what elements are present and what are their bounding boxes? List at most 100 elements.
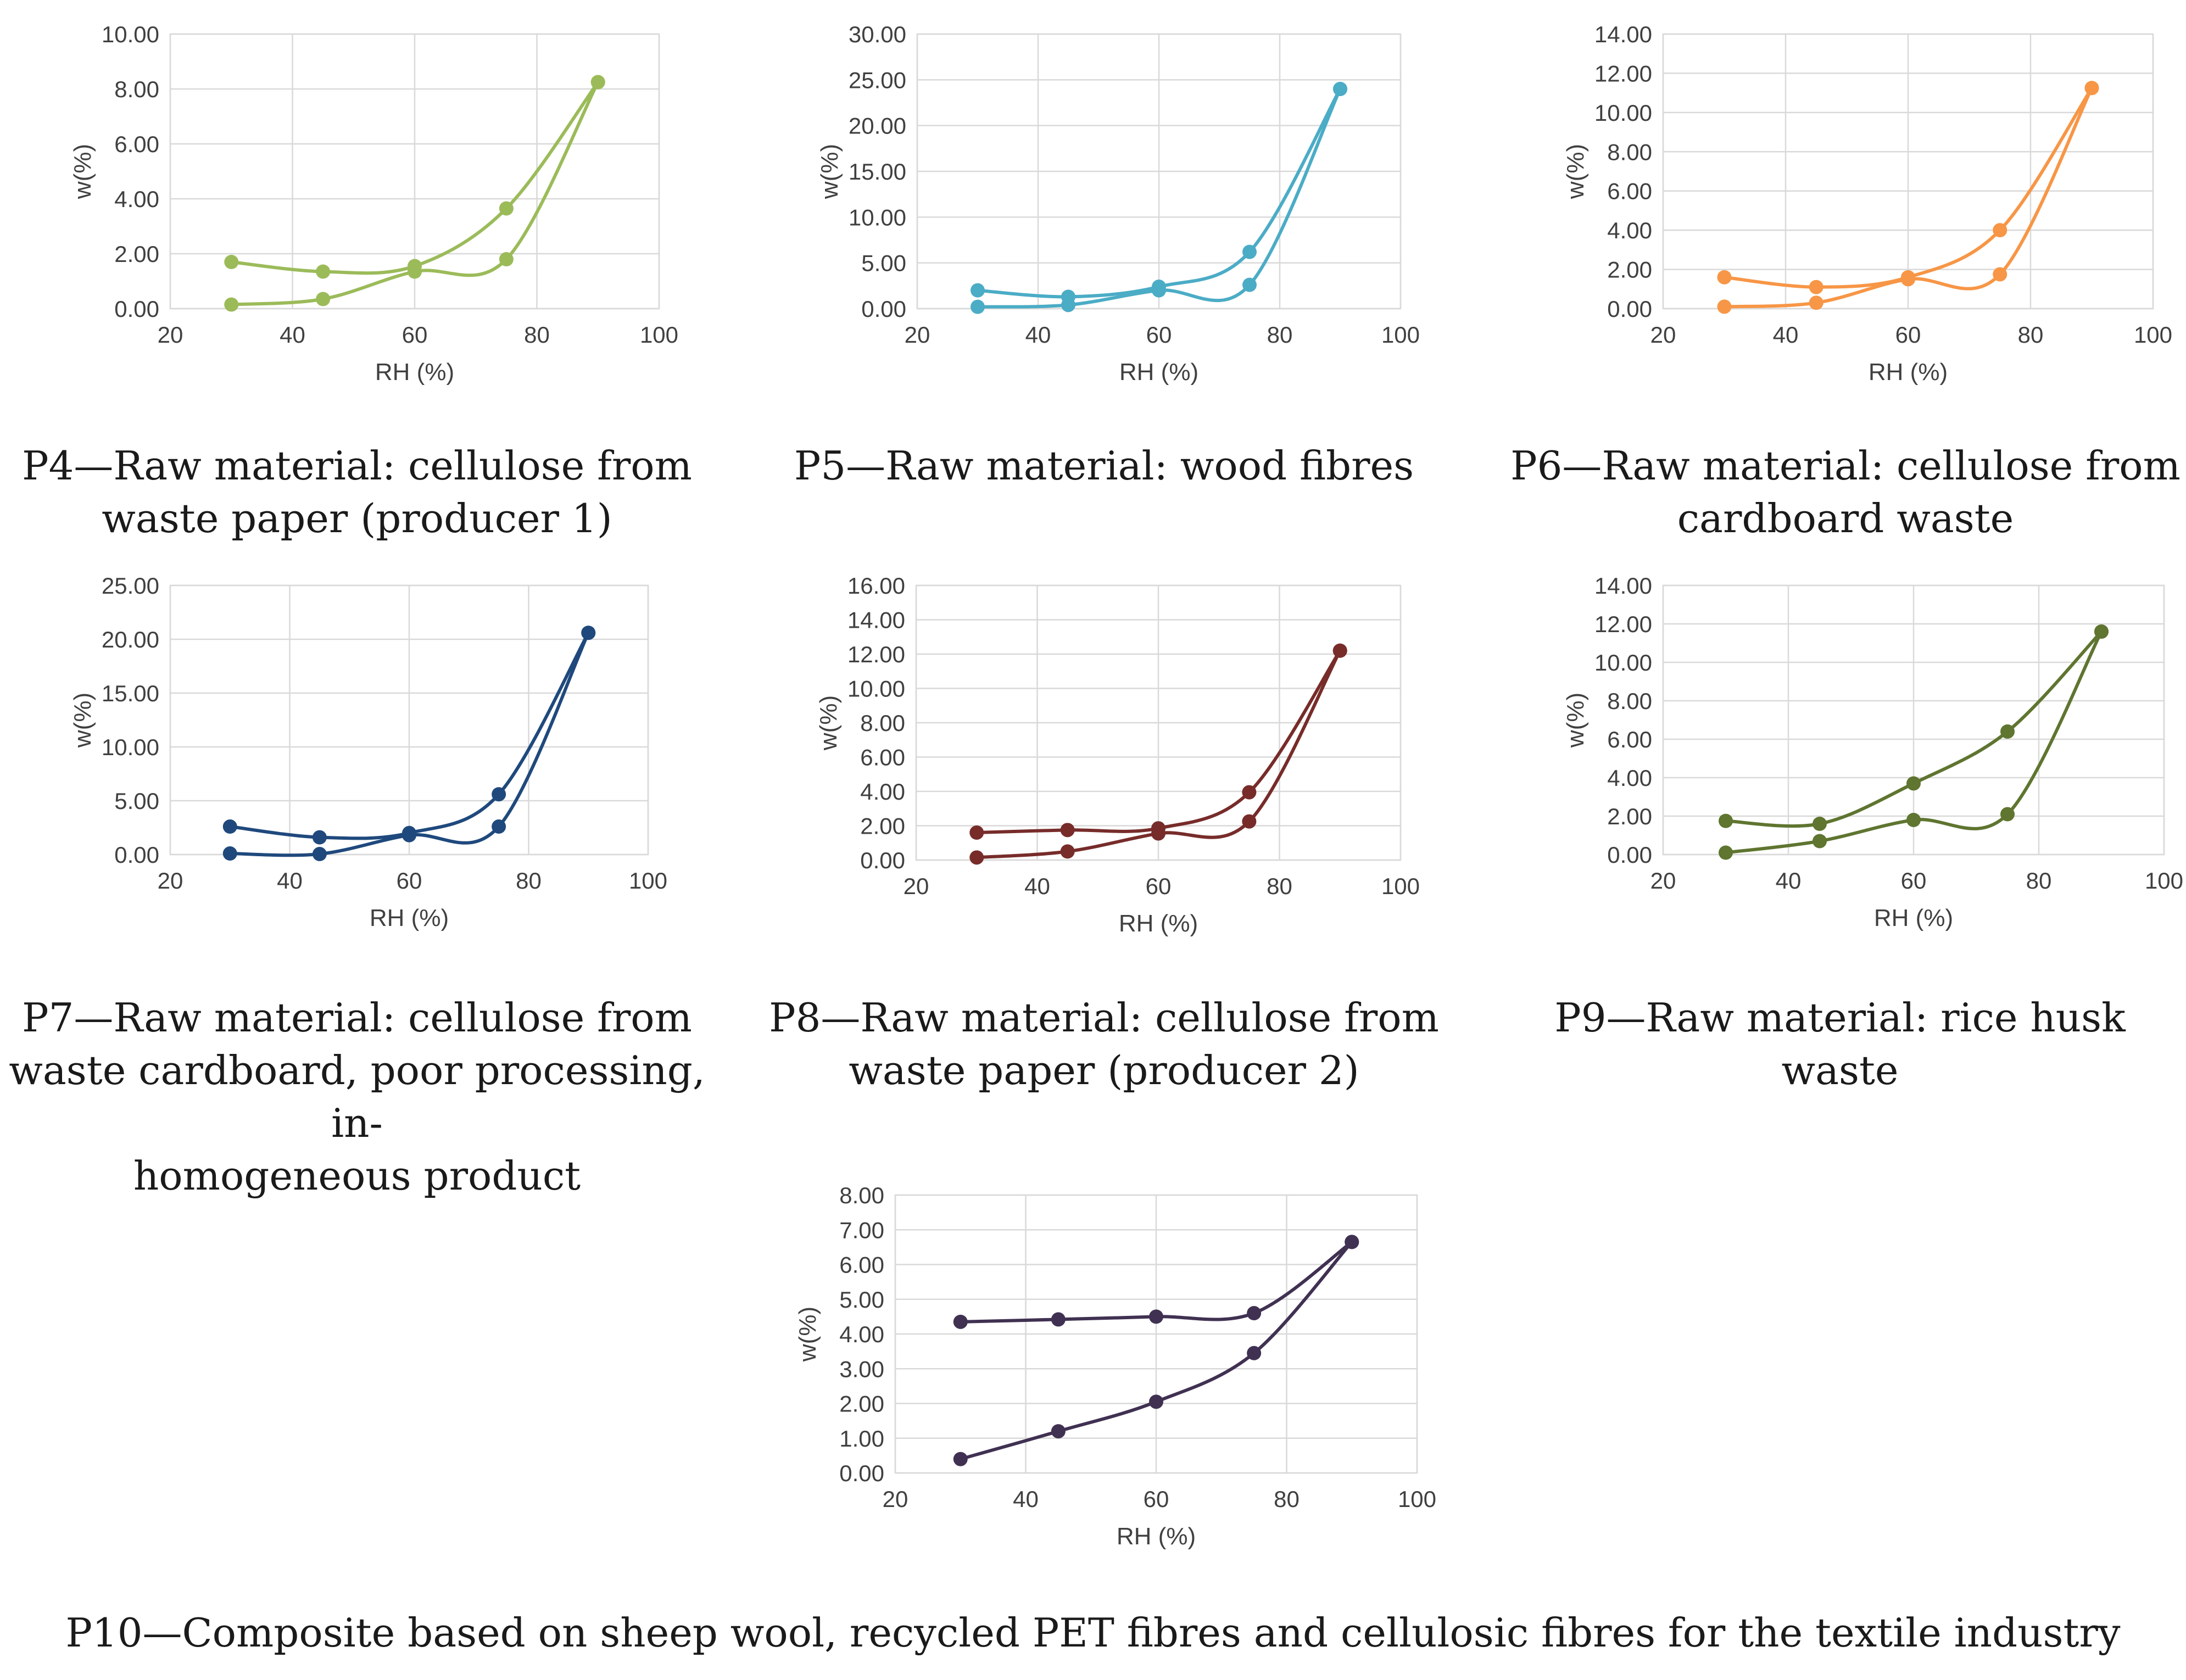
y-tick-label: 8.00 [114, 76, 159, 102]
data-point-desorption [2000, 724, 2015, 739]
x-tick-label: 40 [1013, 1486, 1039, 1512]
y-tick-label: 25.00 [102, 573, 159, 599]
x-tick-label: 20 [883, 1486, 908, 1512]
y-tick-label: 0.00 [1607, 842, 1652, 868]
data-point-desorption [492, 787, 506, 802]
y-tick-label: 6.00 [860, 745, 905, 771]
data-point-desorption [1149, 1309, 1163, 1324]
x-tick-label: 60 [1146, 322, 1172, 348]
y-tick-label: 12.00 [847, 641, 905, 667]
caption-p7-line-2: waste cardboard, poor processing, in- [9, 1047, 705, 1146]
plot-area [169, 33, 660, 310]
chart-p10: 0.00 1.00 2.00 3.00 4.00 5.00 6.00 7.00 8.00 20 40… [736, 1170, 1461, 1587]
y-tick-label: 6.00 [114, 131, 159, 157]
series-line-adsorption [231, 81, 600, 306]
caption-p7-line-1: P7—Raw material: cellulose from [22, 995, 692, 1041]
x-tick-label: 100 [629, 868, 667, 894]
data-point-desorption [2084, 81, 2099, 96]
data-point-desorption [1247, 1306, 1262, 1321]
chart-p4: 0.00 2.00 4.00 6.00 8.00 10.00 20 40 60 80 100 RH (… [0, 0, 725, 417]
data-point-adsorption [1149, 1394, 1163, 1409]
y-tick-label: 8.00 [860, 710, 905, 736]
chart-p7-plot: 0.00 5.00 10.00 15.00 20.00 25.00 20 40 60 80 100 R… [69, 573, 667, 931]
caption-p6-line-2: cardboard waste [1677, 495, 2014, 542]
x-tick-label: 40 [1025, 322, 1051, 348]
y-tick-label: 7.00 [839, 1217, 884, 1243]
x-tick-label: 40 [1024, 873, 1050, 899]
y-tick-label: 4.00 [1607, 217, 1652, 243]
y-tick-label: 2.00 [114, 241, 159, 267]
y-tick-label: 2.00 [839, 1391, 884, 1417]
data-point-desorption [1717, 270, 1732, 284]
y-axis-label: w(%) [794, 1307, 821, 1362]
data-point-desorption [1901, 270, 1915, 284]
chart-p6-plot: 0.00 2.00 4.00 6.00 8.00 10.00 12.00 14.00 20 40 6… [1562, 21, 2172, 386]
y-tick-label: 5.00 [114, 788, 159, 814]
data-point-adsorption [1993, 267, 2007, 282]
x-axis-label: RH (%) [1119, 910, 1198, 937]
y-axis-label: w(%) [1562, 693, 1589, 748]
x-tick-label: 20 [905, 322, 930, 348]
x-tick-label: 80 [1267, 322, 1293, 348]
series-line-desorption [1724, 87, 2094, 289]
series-line-desorption [231, 81, 600, 275]
x-tick-label: 80 [524, 322, 550, 348]
data-point-desorption [1060, 823, 1075, 838]
data-point-adsorption [969, 850, 984, 865]
data-point-desorption [969, 825, 984, 840]
x-tick-label: 20 [1650, 322, 1676, 348]
y-axis-label: w(%) [816, 144, 843, 199]
x-tick-label: 20 [904, 873, 929, 899]
y-tick-label: 20.00 [102, 627, 159, 652]
x-tick-label: 80 [516, 868, 542, 894]
x-tick-label: 60 [1895, 322, 1921, 348]
y-tick-label: 0.00 [860, 847, 905, 873]
x-axis-label: RH (%) [1117, 1523, 1196, 1550]
y-tick-label: 2.00 [860, 813, 905, 839]
plot-area [916, 33, 1402, 310]
x-tick-label: 40 [1773, 322, 1799, 348]
caption-p6: P6—Raw material: cellulose from cardboar… [1488, 439, 2186, 545]
y-tick-label: 0.00 [861, 296, 906, 322]
caption-p7: P7—Raw material: cellulose from waste ca… [0, 991, 714, 1202]
data-point-desorption [1809, 280, 1823, 294]
data-point-desorption [1061, 289, 1075, 304]
data-point-desorption [402, 825, 416, 840]
y-tick-label: 10.00 [849, 204, 906, 230]
data-point-desorption [1906, 776, 1921, 791]
y-tick-label: 14.00 [1594, 573, 1652, 599]
data-point-desorption [581, 626, 596, 640]
data-point-desorption [312, 830, 327, 845]
data-point-adsorption [1242, 814, 1257, 829]
y-tick-label: 16.00 [847, 573, 905, 599]
y-tick-label: 25.00 [849, 67, 906, 93]
x-tick-label: 100 [1398, 1486, 1436, 1512]
series-line-adsorption [230, 632, 590, 857]
series-line-desorption [977, 88, 1342, 299]
data-point-adsorption [312, 847, 327, 862]
caption-p4: P4—Raw material: cellulose from waste pa… [0, 439, 714, 545]
series-line-adsorption [977, 650, 1342, 859]
chart-p7: 0.00 5.00 10.00 15.00 20.00 25.00 20 40 60 80 100 R… [0, 555, 725, 972]
data-point-adsorption [1719, 845, 1733, 860]
y-tick-label: 2.00 [1607, 803, 1652, 829]
data-point-desorption [1345, 1235, 1359, 1249]
data-point-adsorption [499, 252, 514, 266]
x-tick-label: 80 [2026, 868, 2052, 894]
y-tick-label: 14.00 [1594, 21, 1652, 47]
data-point-desorption [1719, 813, 1733, 828]
series-line-adsorption [1724, 87, 2094, 309]
chart-p4-plot: 0.00 2.00 4.00 6.00 8.00 10.00 20 40 60 80 100 RH (… [69, 21, 678, 386]
y-tick-label: 2.00 [1607, 257, 1652, 283]
data-point-adsorption [224, 297, 239, 312]
x-axis-label: RH (%) [1874, 905, 1953, 931]
y-tick-label: 30.00 [849, 21, 906, 47]
caption-p5: P5—Raw material: wood fibres [747, 439, 1461, 492]
series-line-adsorption [1725, 630, 2103, 855]
y-tick-label: 0.00 [114, 842, 159, 868]
y-tick-label: 3.00 [839, 1356, 884, 1382]
series-line-desorption [977, 650, 1342, 834]
data-point-desorption [1813, 817, 1827, 831]
caption-p8: P8—Raw material: cellulose from waste pa… [747, 991, 1461, 1097]
caption-p10-line-1: P10—Composite based on sheep wool, recyc… [65, 1610, 2121, 1656]
